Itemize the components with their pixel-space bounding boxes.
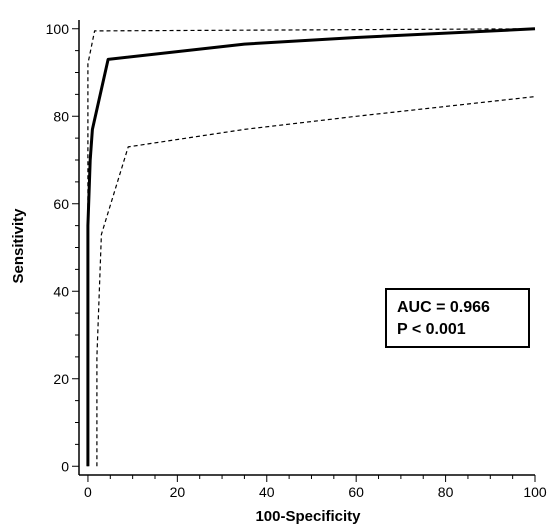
annotation-frame — [385, 288, 530, 348]
x-tick-label: 40 — [259, 484, 275, 500]
p-value-label: P < 0.001 — [397, 321, 466, 338]
roc-curve-line — [86, 27, 536, 467]
y-tick-label: 40 — [53, 283, 69, 299]
x-axis-title: 100-Specificity — [255, 508, 361, 525]
x-tick-label: 0 — [84, 484, 92, 500]
y-axis-title: Sensitivity — [10, 208, 27, 284]
y-tick-label: 100 — [46, 21, 70, 37]
axes: 0 20 40 60 80 100 0 20 40 60 80 100 — [46, 20, 547, 500]
y-tick-label: 20 — [53, 371, 69, 387]
annotation-box: AUC = 0.966 P < 0.001 — [385, 288, 530, 348]
y-tick-label: 60 — [53, 196, 69, 212]
x-tick-label: 60 — [348, 484, 364, 500]
auc-label: AUC = 0.966 — [397, 299, 490, 316]
plot-area — [86, 27, 536, 467]
ci-bound-line-1 — [87, 28, 536, 467]
x-tick-label: 80 — [438, 484, 454, 500]
x-tick-label: 20 — [170, 484, 186, 500]
y-tick-label: 80 — [53, 108, 69, 124]
x-tick-label: 100 — [523, 484, 547, 500]
y-tick-label: 0 — [61, 458, 69, 474]
ci-bound-line-2 — [96, 96, 536, 467]
